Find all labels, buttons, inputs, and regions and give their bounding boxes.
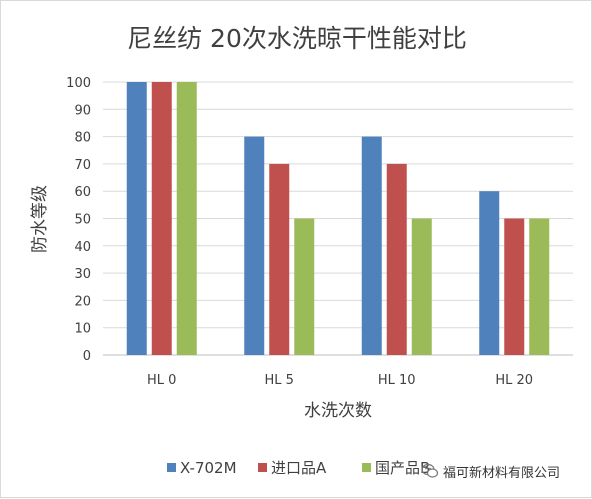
legend-label: 国产品B <box>375 459 430 477</box>
y-tick-label: 40 <box>74 240 91 255</box>
x-axis-ticks: HL 0 HL 5 HL 10 HL 20 <box>147 373 533 388</box>
watermark-text: 福可新材料有限公司 <box>443 465 561 481</box>
bar <box>504 218 525 355</box>
y-tick-label: 70 <box>74 158 91 173</box>
legend-swatch <box>258 463 267 472</box>
bar <box>386 163 407 355</box>
y-tick-label: 20 <box>74 294 91 309</box>
y-tick-label: 60 <box>74 185 91 200</box>
bar <box>479 191 500 355</box>
bar <box>361 136 382 355</box>
y-tick-label: 0 <box>83 349 91 364</box>
bar <box>244 136 265 355</box>
y-axis-title: 防水等级 <box>30 185 50 253</box>
y-tick-label: 10 <box>74 322 91 337</box>
x-tick-label: HL 10 <box>378 373 416 388</box>
y-tick-label: 50 <box>74 213 91 228</box>
bar <box>294 218 315 355</box>
legend-swatch <box>167 463 176 472</box>
legend-label: X-702M <box>180 459 237 477</box>
gridlines <box>103 81 573 356</box>
legend-label: 进口品A <box>271 459 327 477</box>
x-tick-label: HL 5 <box>265 373 294 388</box>
watermark: 福可新材料有限公司 <box>421 459 560 483</box>
bars <box>126 82 550 355</box>
wechat-icon <box>421 463 439 478</box>
legend: X-702M 进口品A 国产品B <box>167 459 430 477</box>
y-tick-label: 100 <box>66 76 91 91</box>
bar <box>151 82 172 355</box>
chart-title: 尼丝纺 20次水洗晾干性能对比 <box>127 24 467 53</box>
bar <box>176 82 197 355</box>
bar <box>411 218 432 355</box>
x-axis-title: 水洗次数 <box>304 401 372 421</box>
y-tick-label: 30 <box>74 267 91 282</box>
y-tick-label: 80 <box>74 131 91 146</box>
bar <box>269 163 290 355</box>
x-tick-label: HL 20 <box>495 373 533 388</box>
y-tick-label: 90 <box>74 103 91 118</box>
x-tick-label: HL 0 <box>147 373 176 388</box>
bar <box>529 218 550 355</box>
legend-swatch <box>362 463 371 472</box>
y-axis-ticks: 0 10 20 30 40 50 60 70 80 90 100 <box>66 76 91 364</box>
bar <box>126 82 147 355</box>
